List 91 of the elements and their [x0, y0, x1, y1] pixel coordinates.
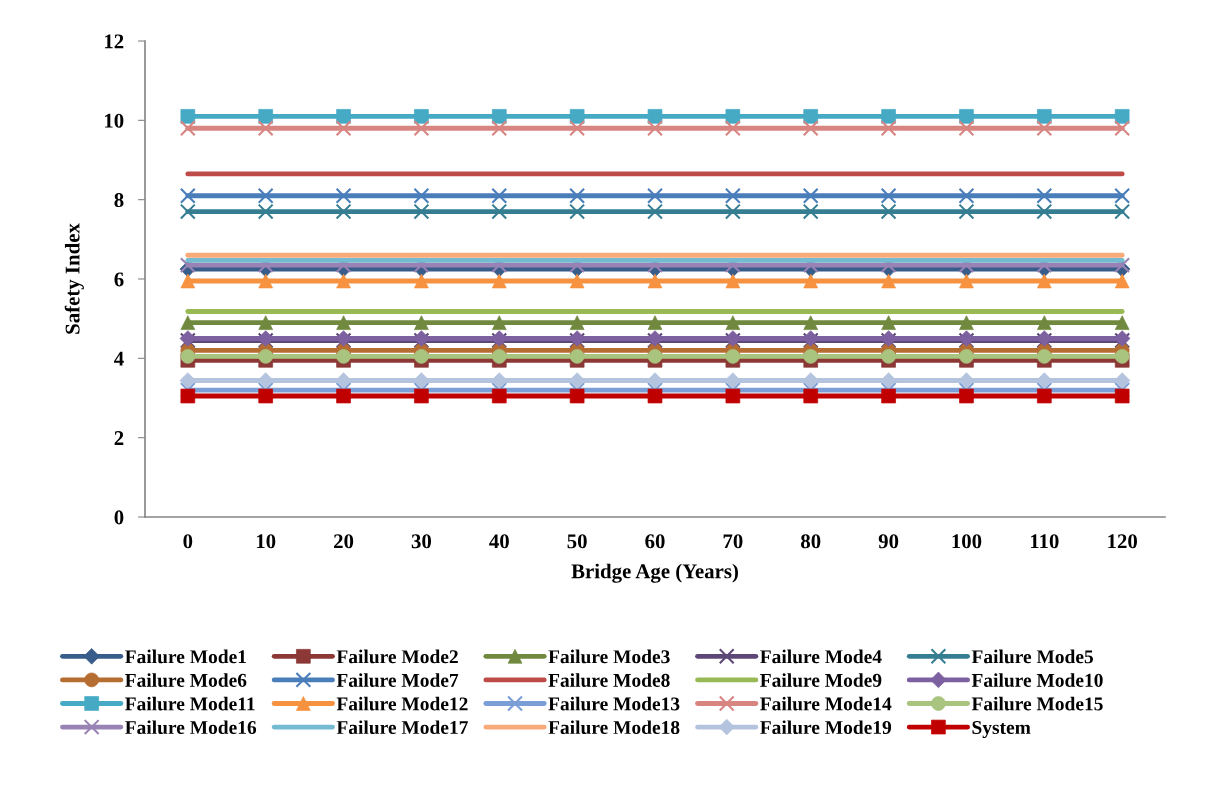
point: [179, 187, 196, 204]
point: [1114, 203, 1131, 220]
x-tick-label: 20: [334, 534, 354, 549]
legend-label: Failure Mode18: [548, 720, 680, 735]
point: [1036, 120, 1053, 137]
x-axis-title: Bridge Age (Years): [571, 563, 738, 583]
x-tick-label: 0: [183, 534, 193, 549]
point: [413, 187, 430, 204]
point: [491, 120, 508, 137]
point: [180, 315, 196, 330]
legend-label: Failure Mode8: [548, 673, 670, 687]
point: [647, 187, 663, 204]
point: [1036, 203, 1053, 220]
y-axis-title: Safety Index: [64, 223, 84, 334]
legend-label: Failure Mode4: [760, 649, 882, 664]
x-tick-label: 110: [1030, 534, 1059, 549]
x-tick-label: 80: [801, 534, 821, 549]
point: [958, 120, 975, 137]
point: [647, 203, 663, 220]
point: [724, 120, 741, 137]
point: [725, 315, 741, 330]
point: [335, 203, 352, 220]
point: [335, 120, 352, 137]
point: [257, 187, 274, 204]
point: [802, 120, 819, 137]
point: [802, 187, 819, 204]
point: [258, 315, 273, 330]
legend-label: Failure Mode10: [971, 673, 1103, 687]
y-tick-label: 6: [114, 272, 124, 287]
x-tick-label: 10: [256, 534, 276, 549]
point: [881, 388, 896, 404]
legend-label: Failure Mode19: [760, 720, 892, 735]
legend-label: Failure Mode14: [760, 696, 892, 711]
point: [413, 203, 430, 220]
y-tick-label: 0: [114, 510, 124, 525]
point: [335, 187, 352, 204]
point: [569, 120, 586, 137]
x-tick-label: 120: [1108, 534, 1138, 549]
point: [569, 187, 586, 204]
legend-label: Failure Mode16: [125, 720, 257, 735]
point: [569, 203, 586, 220]
point: [179, 203, 196, 220]
x-tick-label: 30: [411, 534, 432, 549]
point: [413, 120, 430, 137]
legend-label: Failure Mode17: [336, 720, 468, 735]
point: [1114, 120, 1131, 137]
y-tick-label: 4: [114, 351, 124, 366]
y-tick-label: 10: [105, 113, 124, 128]
legend-label: Failure Mode1: [125, 649, 246, 664]
point: [802, 203, 819, 220]
point: [1114, 315, 1130, 330]
point: [880, 120, 897, 137]
y-tick-label: 12: [105, 34, 124, 49]
legend-label: Failure Mode11: [125, 696, 255, 711]
x-tick-label: 100: [952, 534, 982, 549]
legend-label: Failure Mode13: [548, 696, 680, 711]
point: [1036, 187, 1053, 204]
legend-label: Failure Mode2: [336, 649, 458, 664]
legend-label: Failure Mode12: [336, 696, 468, 711]
point: [647, 120, 663, 137]
x-tick-label: 60: [645, 534, 665, 549]
x-tick-label: 70: [723, 534, 743, 549]
legend-label: Failure Mode7: [336, 673, 459, 687]
legend-label: System: [972, 720, 1031, 739]
point: [880, 203, 897, 220]
point: [257, 203, 274, 220]
point: [958, 187, 975, 204]
legend-label: Failure Mode3: [548, 649, 670, 664]
point: [491, 187, 508, 204]
legend-label: Failure Mode6: [125, 673, 247, 687]
x-tick-label: 90: [878, 534, 899, 549]
point: [724, 187, 741, 204]
legend-label: Failure Mode5: [971, 649, 1093, 664]
point: [180, 388, 196, 404]
point: [179, 120, 196, 137]
y-tick-label: 2: [114, 431, 124, 445]
point: [880, 187, 897, 204]
point: [257, 120, 274, 137]
point: [958, 203, 975, 220]
x-tick-label: 50: [567, 534, 587, 549]
point: [803, 388, 819, 404]
legend-label: Failure Mode9: [760, 673, 882, 687]
point: [647, 388, 663, 404]
point: [724, 203, 741, 220]
point: [725, 388, 741, 404]
legend-label: Failure Mode15: [971, 696, 1103, 711]
point: [491, 203, 508, 220]
x-tick-label: 40: [489, 534, 509, 549]
point: [1114, 187, 1131, 204]
y-tick-label: 8: [114, 193, 124, 208]
point: [258, 388, 273, 404]
